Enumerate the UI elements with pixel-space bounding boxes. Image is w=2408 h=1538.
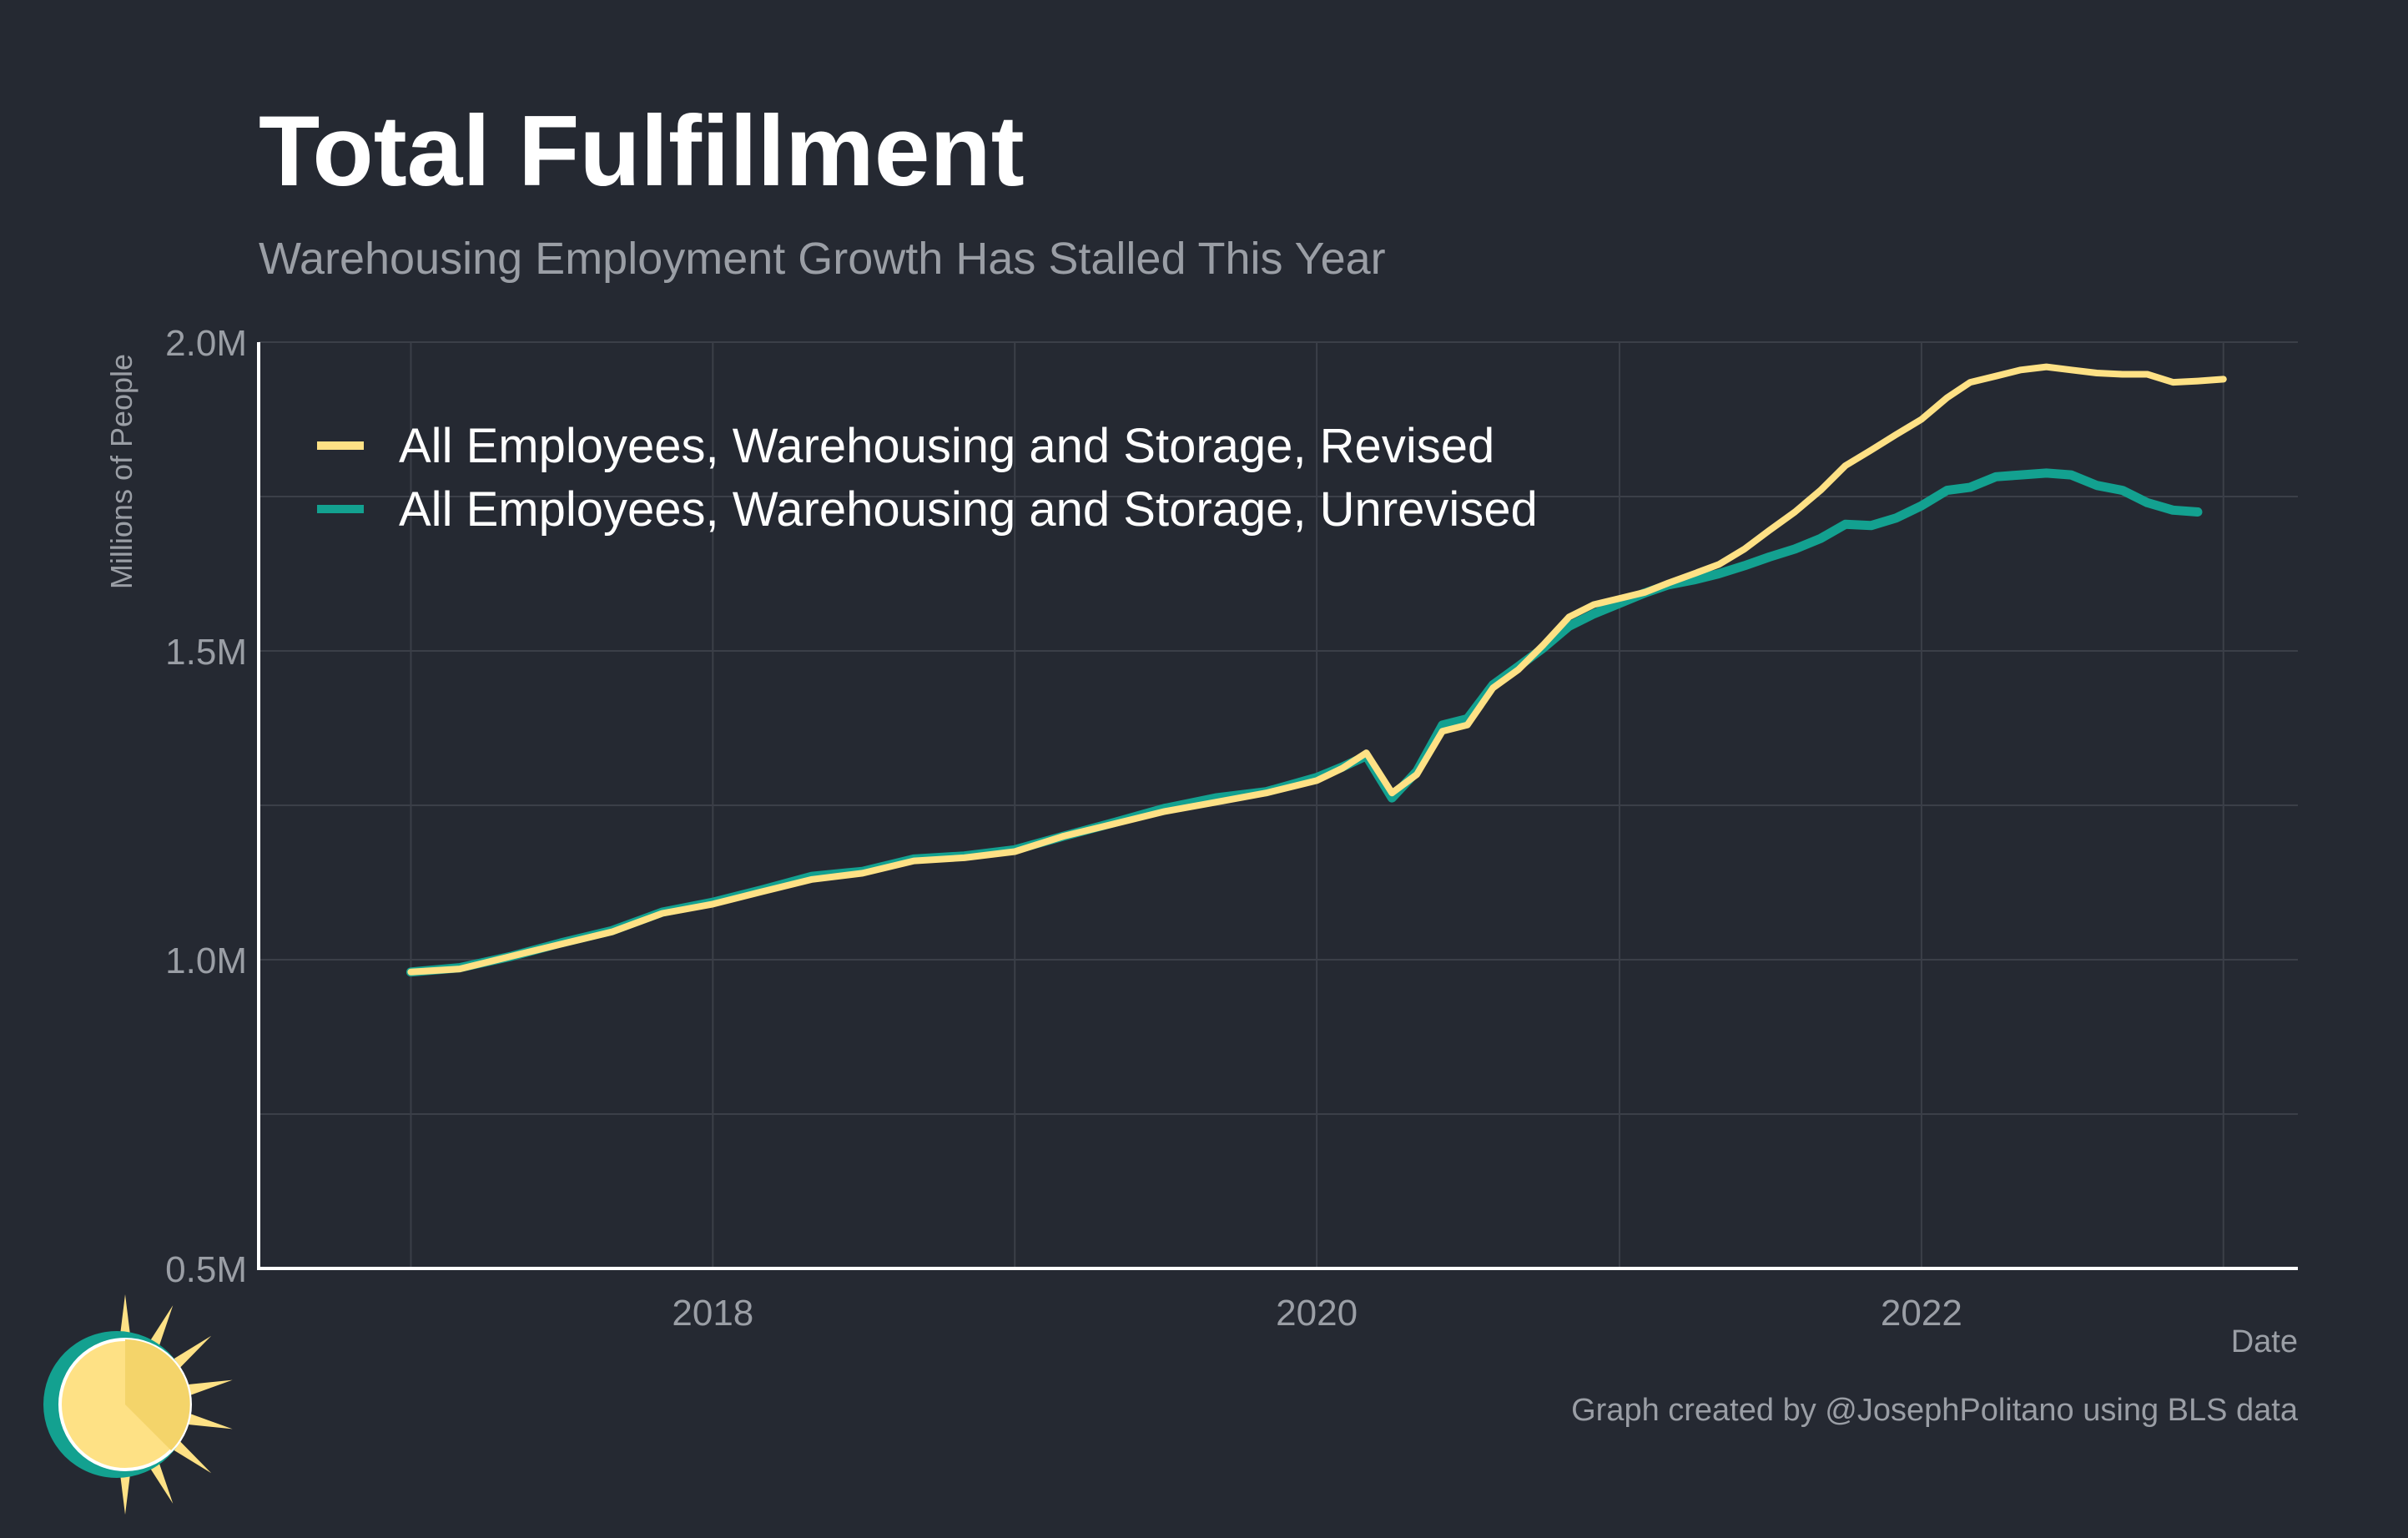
y-tick-label: 1.0M — [165, 940, 247, 981]
series-line-unrevised — [406, 468, 2203, 977]
y-tick-label: 1.5M — [165, 632, 247, 673]
x-axis-label: Date — [2231, 1324, 2298, 1359]
series-lines — [406, 363, 2227, 977]
y-tick-label: 0.5M — [165, 1249, 247, 1290]
y-tick-label: 2.0M — [165, 323, 247, 364]
x-tick-label: 2022 — [1881, 1293, 1962, 1334]
chart-subtitle: Warehousing Employment Growth Has Stalle… — [259, 234, 1386, 284]
caption: Graph created by @JosephPolitano using B… — [1571, 1393, 2299, 1428]
series-line-revised — [407, 363, 2227, 976]
legend-entry: All Employees, Warehousing and Storage, … — [399, 482, 1538, 537]
sun-ray-icon — [180, 1379, 233, 1398]
y-axis-label: Millions of People — [104, 354, 139, 589]
legend: All Employees, Warehousing and Storage, … — [317, 419, 1538, 537]
legend-entry: All Employees, Warehousing and Storage, … — [399, 419, 1494, 473]
sun-ray-icon — [180, 1411, 233, 1430]
x-tick-label: 2018 — [672, 1293, 753, 1334]
logo-sun-shadow — [125, 1339, 190, 1450]
grid-lines — [259, 341, 2298, 1268]
sun-logo-icon — [43, 1294, 233, 1515]
y-tick-labels: 0.5M 1.0M 1.5M 2.0M — [165, 323, 247, 1290]
x-tick-labels: 2018 2020 2022 — [672, 1293, 1962, 1334]
chart-title: Total Fulfillment — [259, 95, 1025, 207]
x-tick-label: 2020 — [1276, 1293, 1358, 1334]
